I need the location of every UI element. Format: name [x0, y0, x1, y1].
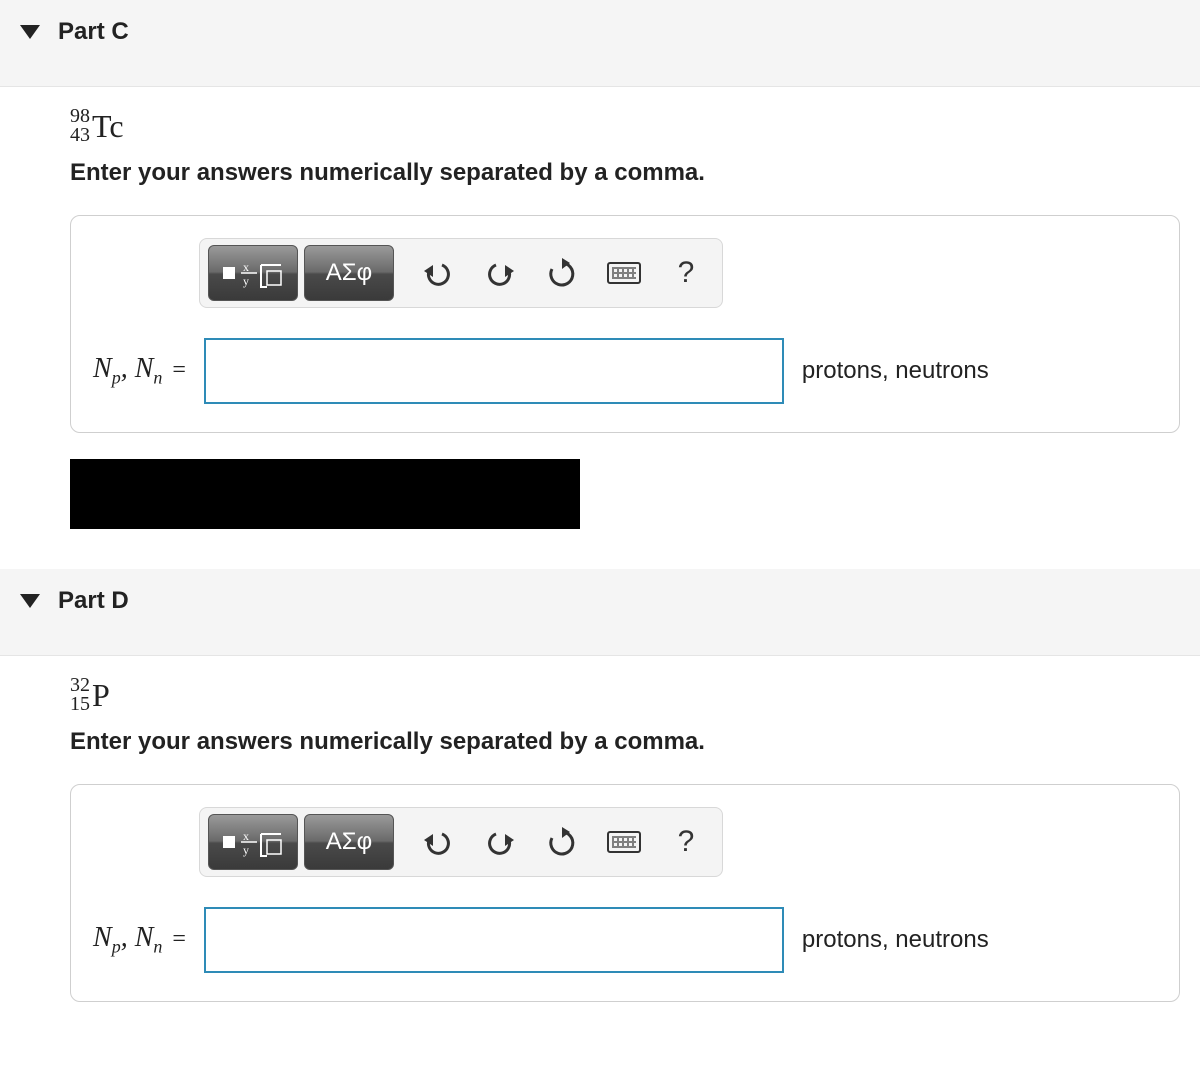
svg-text:y: y [243, 843, 249, 857]
greek-symbols-button[interactable]: ΑΣφ [304, 814, 394, 870]
undo-button[interactable] [410, 814, 466, 870]
keyboard-button[interactable] [596, 814, 652, 870]
part-c-header[interactable]: Part C [0, 0, 1200, 87]
part-c-title: Part C [58, 18, 129, 46]
equation-toolbar-c: x y ΑΣφ [199, 238, 723, 308]
isotope-d: 32 15 P [70, 676, 1180, 714]
help-button[interactable]: ? [658, 814, 714, 870]
answer-box-c: x y ΑΣφ [70, 215, 1180, 433]
variable-label-c: Np, Nn = [93, 353, 186, 389]
question-icon: ? [678, 825, 695, 859]
answer-input-d[interactable] [204, 907, 784, 973]
keyboard-icon [607, 262, 641, 284]
templates-button[interactable]: x y [208, 814, 298, 870]
part-d-content: 32 15 P Enter your answers numerically s… [0, 656, 1200, 1026]
isotope-c-symbol: Tc [92, 108, 124, 145]
reset-button[interactable] [534, 814, 590, 870]
reset-button[interactable] [534, 245, 590, 301]
answer-input-c[interactable] [204, 338, 784, 404]
greek-symbols-button[interactable]: ΑΣφ [304, 245, 394, 301]
instructions-d: Enter your answers numerically separated… [70, 728, 1180, 756]
isotope-d-atomic: 15 [70, 695, 90, 714]
units-label-d: protons, neutrons [802, 926, 989, 954]
part-c-content: 98 43 Tc Enter your answers numerically … [0, 87, 1200, 457]
templates-button[interactable]: x y [208, 245, 298, 301]
keyboard-icon [607, 831, 641, 853]
caret-down-icon [20, 594, 40, 608]
instructions-c: Enter your answers numerically separated… [70, 159, 1180, 187]
caret-down-icon [20, 25, 40, 39]
keyboard-button[interactable] [596, 245, 652, 301]
equation-toolbar-d: x y ΑΣφ [199, 807, 723, 877]
part-d-header[interactable]: Part D [0, 569, 1200, 656]
part-d-title: Part D [58, 587, 129, 615]
isotope-d-symbol: P [92, 677, 110, 714]
svg-text:x: x [243, 260, 249, 274]
units-label-c: protons, neutrons [802, 357, 989, 385]
isotope-c: 98 43 Tc [70, 107, 1180, 145]
variable-label-d: Np, Nn = [93, 922, 186, 958]
redo-button[interactable] [472, 814, 528, 870]
isotope-c-atomic: 43 [70, 126, 90, 145]
help-button[interactable]: ? [658, 245, 714, 301]
question-icon: ? [678, 256, 695, 290]
svg-text:x: x [243, 829, 249, 843]
redacted-block-c [70, 459, 580, 529]
answer-box-d: x y ΑΣφ [70, 784, 1180, 1002]
redo-button[interactable] [472, 245, 528, 301]
undo-button[interactable] [410, 245, 466, 301]
svg-text:y: y [243, 274, 249, 288]
